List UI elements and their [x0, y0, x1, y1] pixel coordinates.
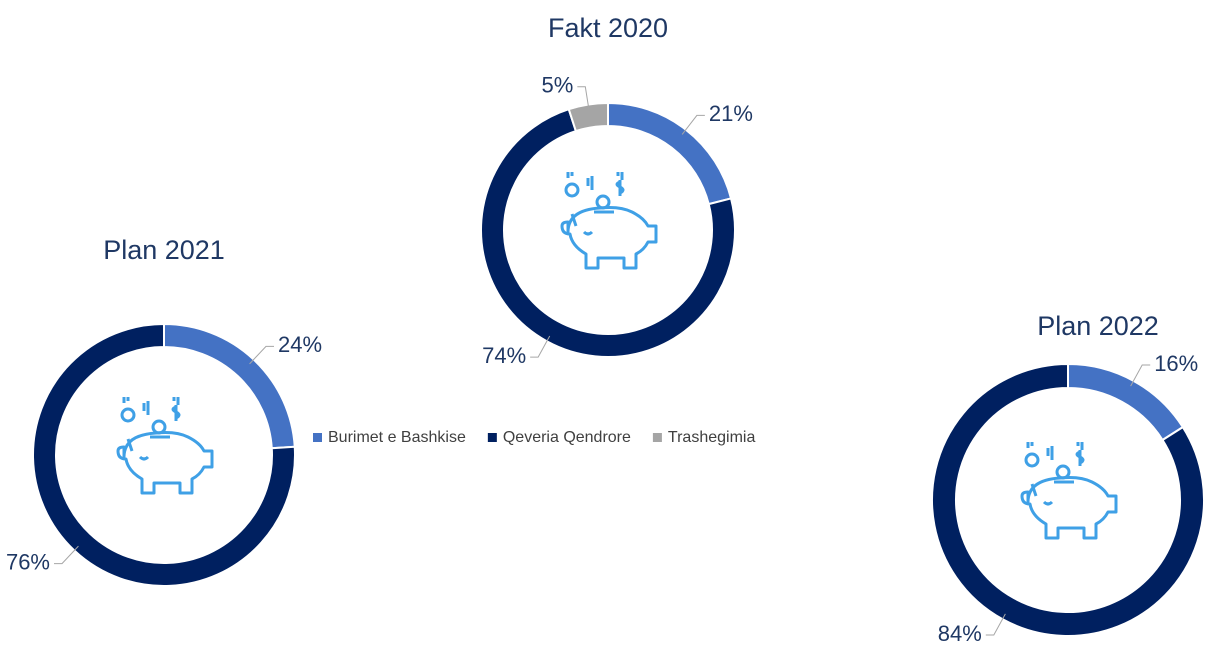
leader-line — [1130, 364, 1151, 387]
value-label: 74% — [482, 343, 526, 368]
legend-label: Burimet e Bashkise — [328, 429, 466, 446]
leader-line — [530, 335, 551, 358]
legend-swatch — [313, 433, 322, 442]
legend-swatch — [652, 433, 662, 442]
value-label: 16% — [1154, 351, 1198, 376]
leader-line — [577, 86, 590, 111]
piggy-icon — [1020, 440, 1118, 540]
donut-slice: Burimet e Bashkise — [163, 322, 296, 450]
leader-line — [681, 114, 705, 135]
donut-slice: Trashegimia — [567, 101, 609, 133]
leader-line — [985, 613, 1006, 636]
donut-slice: Qeveria Qendrore — [480, 107, 736, 358]
leader-line — [249, 345, 274, 365]
donut-slice: Qeveria Qendrore — [931, 362, 1205, 637]
legend-label: Qeveria Qendrore — [503, 429, 631, 446]
piggy-icon — [560, 170, 658, 270]
piggy-icon — [116, 395, 214, 495]
value-label: 24% — [278, 332, 322, 357]
value-label: 84% — [938, 621, 982, 646]
legend: Burimet e Bashkise Qeveria Qendrore Trashe… — [313, 429, 755, 446]
value-label: 76% — [6, 549, 50, 574]
chart-title: Fakt 2020 — [548, 13, 668, 43]
chart-title: Plan 2021 — [103, 235, 225, 265]
legend-swatch — [487, 433, 497, 442]
leader-line — [54, 545, 79, 565]
donut-slice: Qeveria Qendrore — [32, 322, 296, 587]
legend-label: Trashegimia — [668, 429, 756, 446]
value-label: 21% — [709, 101, 753, 126]
chart-title: Plan 2022 — [1037, 311, 1159, 341]
value-label: 5% — [542, 73, 574, 98]
